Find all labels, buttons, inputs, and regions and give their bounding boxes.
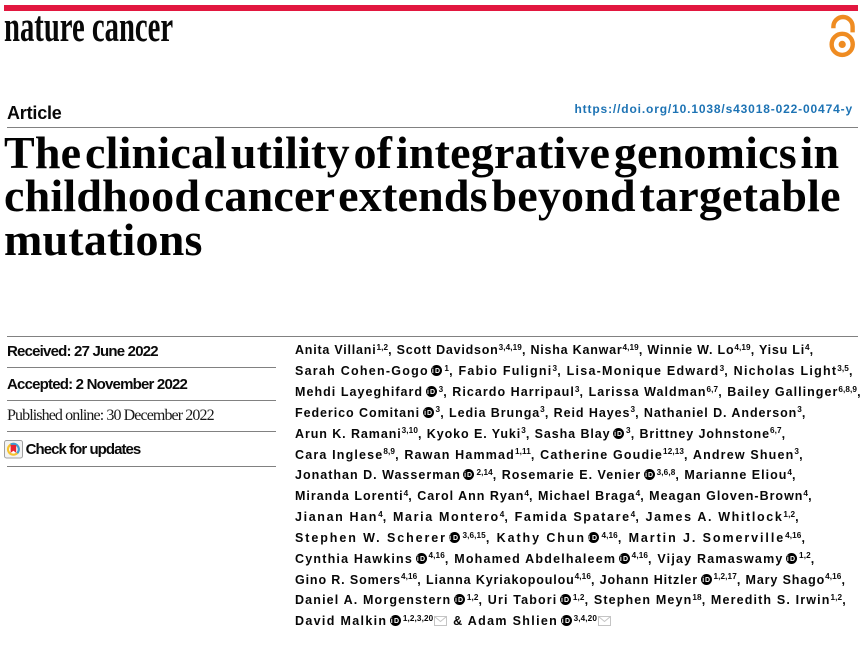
svg-text:iD: iD bbox=[787, 556, 796, 563]
svg-text:iD: iD bbox=[455, 597, 464, 604]
svg-text:iD: iD bbox=[432, 368, 442, 375]
svg-text:iD: iD bbox=[391, 618, 401, 625]
svg-text:iD: iD bbox=[424, 410, 433, 417]
svg-text:iD: iD bbox=[450, 535, 461, 542]
svg-text:iD: iD bbox=[416, 556, 425, 563]
svg-text:iD: iD bbox=[702, 576, 711, 583]
svg-text:iD: iD bbox=[620, 556, 629, 563]
svg-text:iD: iD bbox=[465, 472, 474, 479]
svg-text:iD: iD bbox=[645, 472, 654, 479]
svg-text:iD: iD bbox=[561, 618, 571, 625]
svg-text:iD: iD bbox=[614, 431, 623, 438]
svg-text:iD: iD bbox=[427, 389, 436, 396]
svg-text:iD: iD bbox=[589, 535, 600, 542]
svg-text:iD: iD bbox=[561, 597, 570, 604]
